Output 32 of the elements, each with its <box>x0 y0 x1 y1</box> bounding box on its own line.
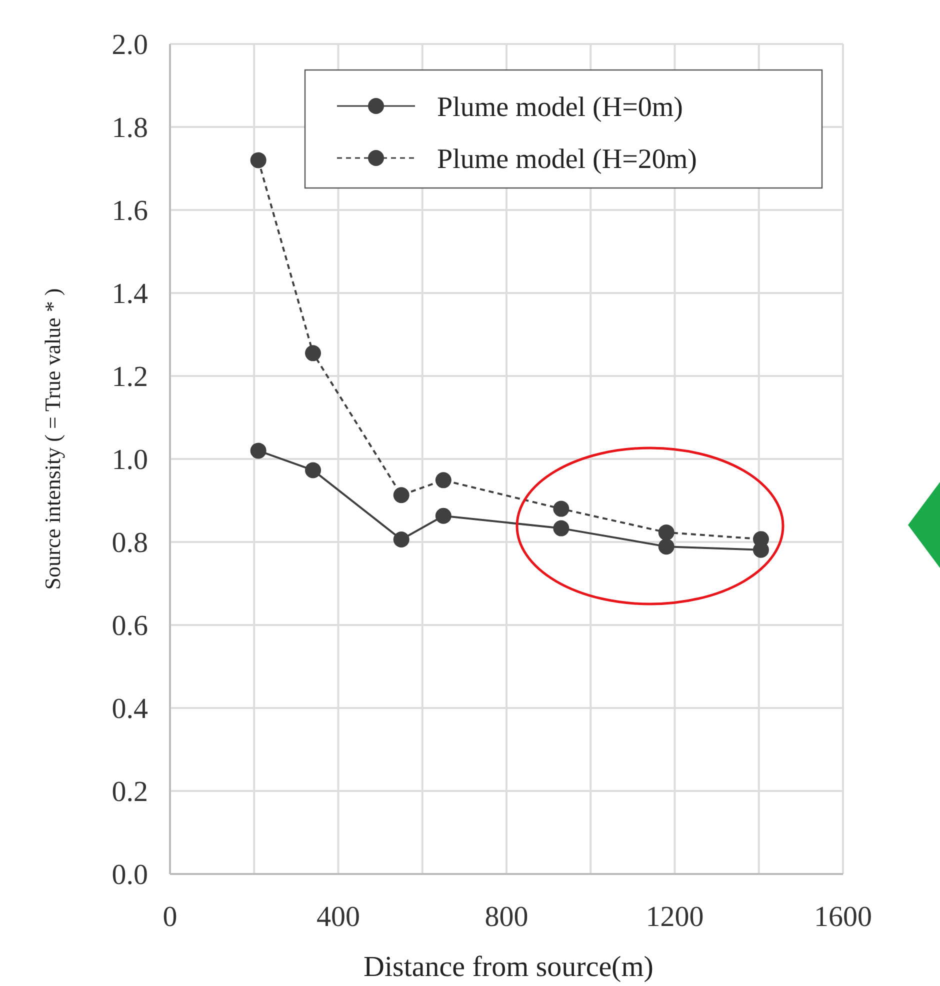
point <box>553 500 570 517</box>
y-tick-label: 1.2 <box>112 361 148 393</box>
point <box>305 345 322 362</box>
y-tick-label: 0.0 <box>112 859 148 891</box>
legend-label: Plume model (H=20m) <box>437 144 697 175</box>
y-tick-label: 0.8 <box>112 527 148 559</box>
x-axis-title: Distance from source(m) <box>364 951 654 983</box>
point <box>658 524 674 540</box>
point <box>305 462 322 478</box>
x-tick-label: 1200 <box>646 901 704 933</box>
y-tick-label: 2.0 <box>112 29 148 61</box>
y-tick-label: 0.4 <box>112 693 148 725</box>
x-tick-label: 1600 <box>814 901 872 933</box>
x-tick-label: 800 <box>484 901 528 933</box>
point <box>393 487 410 504</box>
legend-label: Plume model (H=0m) <box>437 92 683 123</box>
y-tick-label: 0.2 <box>112 776 148 808</box>
point <box>250 152 266 168</box>
point <box>435 472 452 488</box>
point <box>658 538 674 555</box>
y-axis-title: Source intensity ( = True value * ) <box>40 288 65 590</box>
y-tick-label: 1.8 <box>112 112 148 144</box>
y-tick-label: 0.6 <box>112 610 148 642</box>
y-tick-label: 1.4 <box>112 278 148 310</box>
point <box>435 508 452 524</box>
x-tick-label: 0 <box>162 901 178 933</box>
x-tick-label: 400 <box>316 901 360 933</box>
point <box>393 532 410 548</box>
point <box>553 520 570 536</box>
y-tick-label: 1.6 <box>112 195 148 227</box>
point <box>250 442 266 459</box>
y-tick-label: 1.0 <box>112 444 148 476</box>
